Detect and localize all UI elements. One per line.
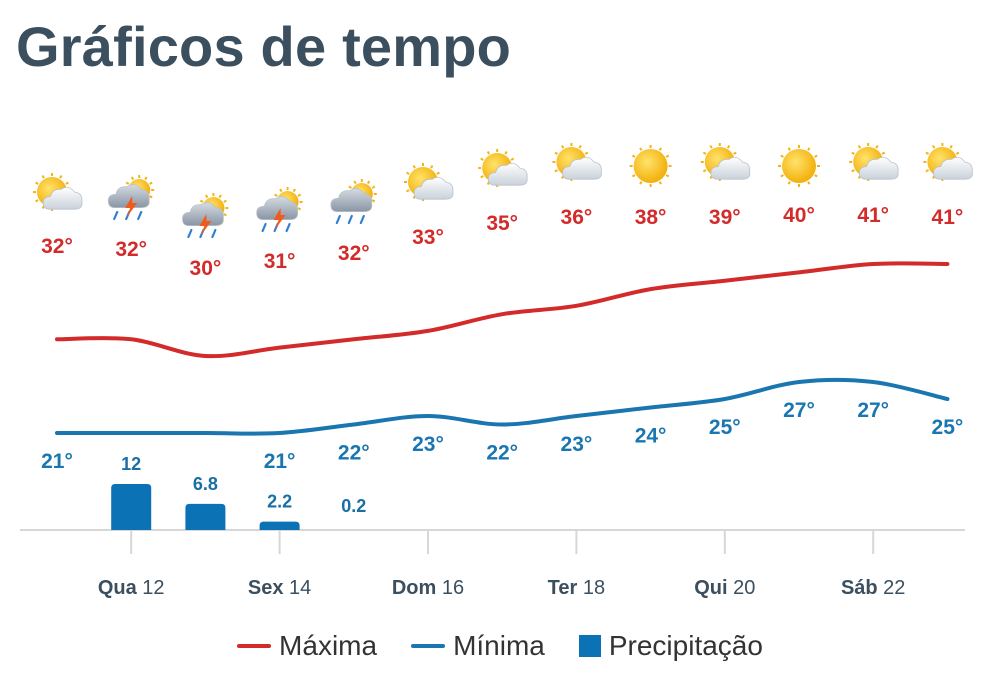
precipitation-value-label: 6.8 <box>193 474 218 494</box>
min-temperature-label: 22° <box>338 442 370 465</box>
lightning-bolt <box>273 208 286 230</box>
cloud-shape <box>562 156 602 180</box>
precipitation-bar <box>259 521 300 530</box>
thunderstorm-icon <box>182 193 229 239</box>
min-temperature-label: 27° <box>783 399 815 422</box>
legend-item-max[interactable]: Máxima <box>237 630 377 662</box>
temperature-lines <box>55 261 950 436</box>
sun-disc <box>633 149 668 183</box>
min-temperature-label: 25° <box>709 416 741 439</box>
max-temperature-label: 36° <box>561 206 593 229</box>
rain-drop <box>335 214 341 225</box>
min-temperature-label: 24° <box>635 425 667 448</box>
cloud-shape <box>933 156 973 180</box>
legend-item-precip[interactable]: Precipitação <box>578 630 763 662</box>
legend-precip-swatch <box>578 635 601 657</box>
rain-drop <box>211 228 217 239</box>
x-tick-label: Ter 18 <box>548 577 605 599</box>
sun-cloud-icon <box>478 149 528 187</box>
cloud-shape <box>413 176 454 200</box>
cloud-shape <box>42 186 83 210</box>
max-temperature-label: 41° <box>932 206 964 229</box>
rain-drop <box>347 214 353 225</box>
max-temperature-label: 38° <box>635 206 667 229</box>
max-temperature-label: 32° <box>338 242 370 265</box>
rain-drop <box>137 210 143 221</box>
x-tick-label: Dom 16 <box>392 577 464 599</box>
max-temperature-label: 30° <box>190 257 222 280</box>
page-title: Gráficos de tempo <box>16 15 512 78</box>
legend-max-swatch <box>237 644 272 648</box>
sun-icon <box>629 145 672 187</box>
x-tick-label: Sáb 22 <box>841 577 906 599</box>
weather-icons <box>33 143 973 239</box>
legend: Máxima Mínima Precipitação <box>0 630 1000 662</box>
legend-item-min[interactable]: Mínima <box>411 630 545 662</box>
rain-drop <box>285 222 291 233</box>
min-temperature-label: 23° <box>412 433 444 456</box>
legend-min-swatch <box>411 644 446 648</box>
thunderstorm-icon <box>107 175 155 221</box>
max-temperature-label: 35° <box>486 212 518 235</box>
sun-cloud-icon <box>700 143 751 181</box>
rain-drop <box>359 214 365 225</box>
legend-max-label: Máxima <box>279 630 378 661</box>
min-temperature-label: 21° <box>264 450 296 473</box>
lightning-bolt <box>125 196 138 218</box>
precipitation-bar <box>185 503 226 530</box>
data-labels: 12 6.8 2.2 0.2 32° 32° 30° 31° 32° 33° 35° 36° 38° 39… <box>41 204 963 516</box>
precipitation-bar <box>111 484 152 530</box>
sun-rays <box>778 145 820 187</box>
min-temperature-label: 27° <box>857 399 889 422</box>
precipitation-bars <box>111 484 300 530</box>
min-temperature-label: 23° <box>561 433 593 456</box>
legend-precip-label: Precipitação <box>608 630 763 661</box>
sun-cloud-icon <box>404 163 454 201</box>
cloud-shape <box>256 196 299 220</box>
max-temperature-label: 31° <box>264 250 296 273</box>
min-temperature-line <box>55 377 950 436</box>
cloud-shape <box>858 156 899 180</box>
x-tick-label: Qua 12 <box>98 577 165 599</box>
x-tick-label: Sex 14 <box>248 577 311 599</box>
cloud-shape <box>487 162 528 186</box>
rain-cloud-icon <box>330 179 377 225</box>
max-temperature-line <box>55 261 950 359</box>
sun-rays <box>629 145 672 187</box>
min-temperature-label: 21° <box>41 450 73 473</box>
max-temperature-label: 41° <box>857 204 889 227</box>
sun-disc <box>782 149 816 183</box>
precipitation-value-label: 12 <box>121 454 141 474</box>
cloud-shape <box>710 156 751 180</box>
max-temperature-label: 32° <box>41 235 73 258</box>
cloud-shape <box>107 184 150 208</box>
sun-cloud-icon <box>552 143 602 181</box>
rain-drop <box>113 210 119 221</box>
lightning-bolt <box>199 214 212 236</box>
cloud-shape <box>330 188 373 212</box>
rain-drop <box>187 228 193 239</box>
sun-icon <box>778 145 820 187</box>
rain-drop <box>261 222 267 233</box>
cloud-shape <box>182 202 224 226</box>
weather-chart: Qua 12 Sex 14 Dom 16 Ter 18 Qui 20 Sáb 22 12 6… <box>20 143 973 599</box>
precipitation-value-label: 0.2 <box>341 496 366 516</box>
thunderstorm-icon <box>256 187 303 233</box>
x-axis: Qua 12 Sex 14 Dom 16 Ter 18 Qui 20 Sáb 22 <box>20 529 965 599</box>
min-temperature-label: 25° <box>932 416 964 439</box>
max-temperature-label: 40° <box>783 204 815 227</box>
max-temperature-label: 32° <box>115 238 147 261</box>
min-temperature-label: 22° <box>486 442 518 465</box>
precipitation-value-label: 2.2 <box>267 492 292 512</box>
sun-cloud-icon <box>849 143 899 181</box>
legend-min-label: Mínima <box>453 630 545 661</box>
sun-cloud-icon <box>33 173 83 211</box>
max-temperature-label: 39° <box>709 206 741 229</box>
sun-cloud-icon <box>923 143 973 181</box>
max-temperature-label: 33° <box>412 226 444 249</box>
x-tick-label: Qui 20 <box>694 577 755 599</box>
